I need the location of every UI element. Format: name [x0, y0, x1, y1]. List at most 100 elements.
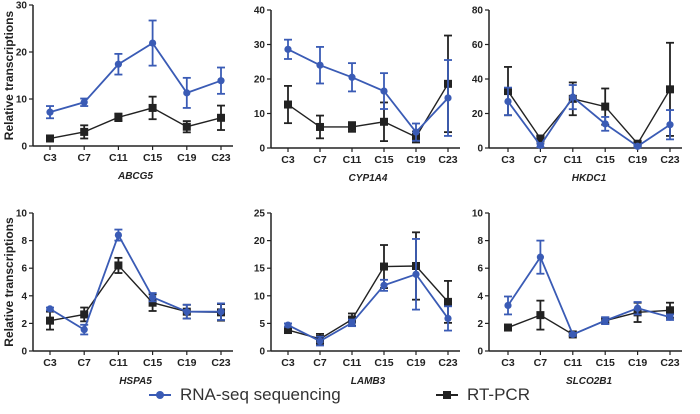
data-point-circle [284, 321, 292, 329]
series-line [507, 309, 671, 336]
x-tick-label: C23 [438, 154, 457, 166]
y-tick-label: 10 [472, 209, 484, 220]
y-tick-label: 0 [21, 347, 27, 358]
y-tick-label: 80 [472, 6, 484, 17]
series-line [287, 48, 449, 134]
x-tick-label: C19 [628, 154, 647, 166]
x-tick-label: C3 [501, 357, 515, 369]
x-tick-label: C19 [406, 154, 425, 166]
series-rna-seq [504, 84, 674, 150]
y-tick-label: 8 [477, 236, 483, 247]
y-tick-label: 20 [254, 236, 266, 247]
panel-abcg5: 0 10 20 30 C3 C7 C11 C15 C19 C23 ABCG5 Relative tra… [2, 1, 233, 182]
series-rt-pcr [46, 95, 225, 143]
x-tick-label: C7 [77, 152, 91, 164]
y-tick-label: 0 [259, 144, 265, 155]
data-point-square [316, 122, 324, 131]
y-tick-label: 2 [21, 319, 27, 330]
data-point-square [601, 102, 610, 111]
x-tick-label: C7 [77, 357, 91, 369]
x-tick-label: C11 [343, 357, 362, 369]
x-tick-label: C11 [563, 154, 582, 166]
x-tick-label: C15 [374, 154, 393, 166]
y-tick-label: 0 [259, 347, 265, 358]
y-tick-label: 0 [21, 142, 27, 153]
y-axis-label: Relative transcriptions [2, 217, 16, 347]
y-tick-label: 4 [477, 291, 483, 302]
series-rna-seq [504, 239, 674, 339]
data-point-square [182, 122, 191, 131]
series-line [507, 88, 671, 145]
data-point-circle [444, 314, 452, 323]
panel-hspa5: 0 2 4 6 8 10 C3 C7 C11 C15 C19 C23 HSPA5 Relative tra… [2, 209, 233, 387]
x-tick-label: C3 [501, 154, 515, 166]
panel-gene-label: SLCO2B1 [566, 376, 613, 387]
x-tick-label: C23 [660, 357, 679, 369]
x-tick-label: C19 [177, 152, 196, 164]
data-point-circle [536, 141, 545, 150]
legend-square-marker-icon [436, 391, 458, 399]
data-point-circle [348, 73, 356, 81]
data-point-circle [149, 39, 157, 47]
data-point-circle [380, 87, 388, 95]
data-point-circle [444, 94, 452, 102]
data-point-circle [666, 313, 674, 321]
data-point-circle [46, 305, 54, 313]
panel-gene-label: LAMB3 [351, 376, 386, 387]
series-line [287, 83, 449, 138]
data-point-circle [183, 89, 191, 97]
legend-label-rt-pcr: RT-PCR [467, 385, 530, 404]
series-line [507, 95, 671, 148]
data-point-square [114, 113, 123, 122]
y-tick-label: 30 [16, 1, 28, 12]
x-tick-label: C3 [43, 152, 57, 164]
data-point-square [148, 298, 157, 307]
series-rna-seq [46, 228, 225, 336]
x-tick-label: C7 [534, 357, 548, 369]
data-point-square [284, 100, 292, 109]
series-rna-seq [284, 38, 452, 142]
data-point-circle [284, 45, 292, 53]
series-rna-seq [46, 19, 225, 120]
panel-slco2b1: 0 2 4 6 8 10 C3 C7 C11 C15 C19 C23 SLCO2B1 [472, 209, 682, 387]
panel-gene-label: HKDC1 [572, 173, 607, 184]
x-tick-label: C19 [177, 357, 196, 369]
x-tick-label: C3 [281, 357, 295, 369]
x-tick-label: C15 [374, 357, 393, 369]
x-tick-label: C11 [563, 357, 582, 369]
data-point-square [80, 310, 89, 319]
data-point-square [666, 306, 674, 315]
data-point-circle [183, 308, 191, 316]
x-tick-label: C11 [109, 152, 128, 164]
data-point-square [380, 262, 388, 271]
data-point-circle [217, 308, 225, 316]
x-tick-label: C7 [534, 154, 548, 166]
data-point-circle [412, 128, 420, 136]
data-point-circle [80, 326, 88, 334]
y-axis-label: Relative transcriptions [2, 10, 16, 140]
series-line [287, 265, 449, 340]
y-tick-label: 2 [477, 319, 483, 330]
data-point-square [80, 127, 89, 136]
y-tick-label: 4 [21, 291, 27, 302]
data-point-circle [316, 61, 324, 69]
series-rt-pcr [504, 299, 674, 339]
data-point-circle [569, 93, 577, 101]
x-tick-label: C23 [660, 154, 679, 166]
data-point-circle [114, 231, 122, 239]
data-point-circle [149, 293, 157, 301]
y-tick-label: 20 [16, 48, 28, 59]
x-tick-label: C3 [43, 357, 57, 369]
x-tick-label: C11 [109, 357, 128, 369]
data-point-circle [114, 60, 122, 68]
panel-gene-label: CYP1A4 [349, 173, 388, 184]
data-point-circle [504, 301, 512, 310]
data-point-square [536, 134, 545, 143]
x-tick-label: C11 [343, 154, 362, 166]
x-tick-label: C23 [438, 357, 457, 369]
series-line [287, 273, 449, 343]
x-tick-label: C15 [143, 357, 162, 369]
series-line [49, 232, 221, 331]
data-point-circle [316, 337, 324, 345]
